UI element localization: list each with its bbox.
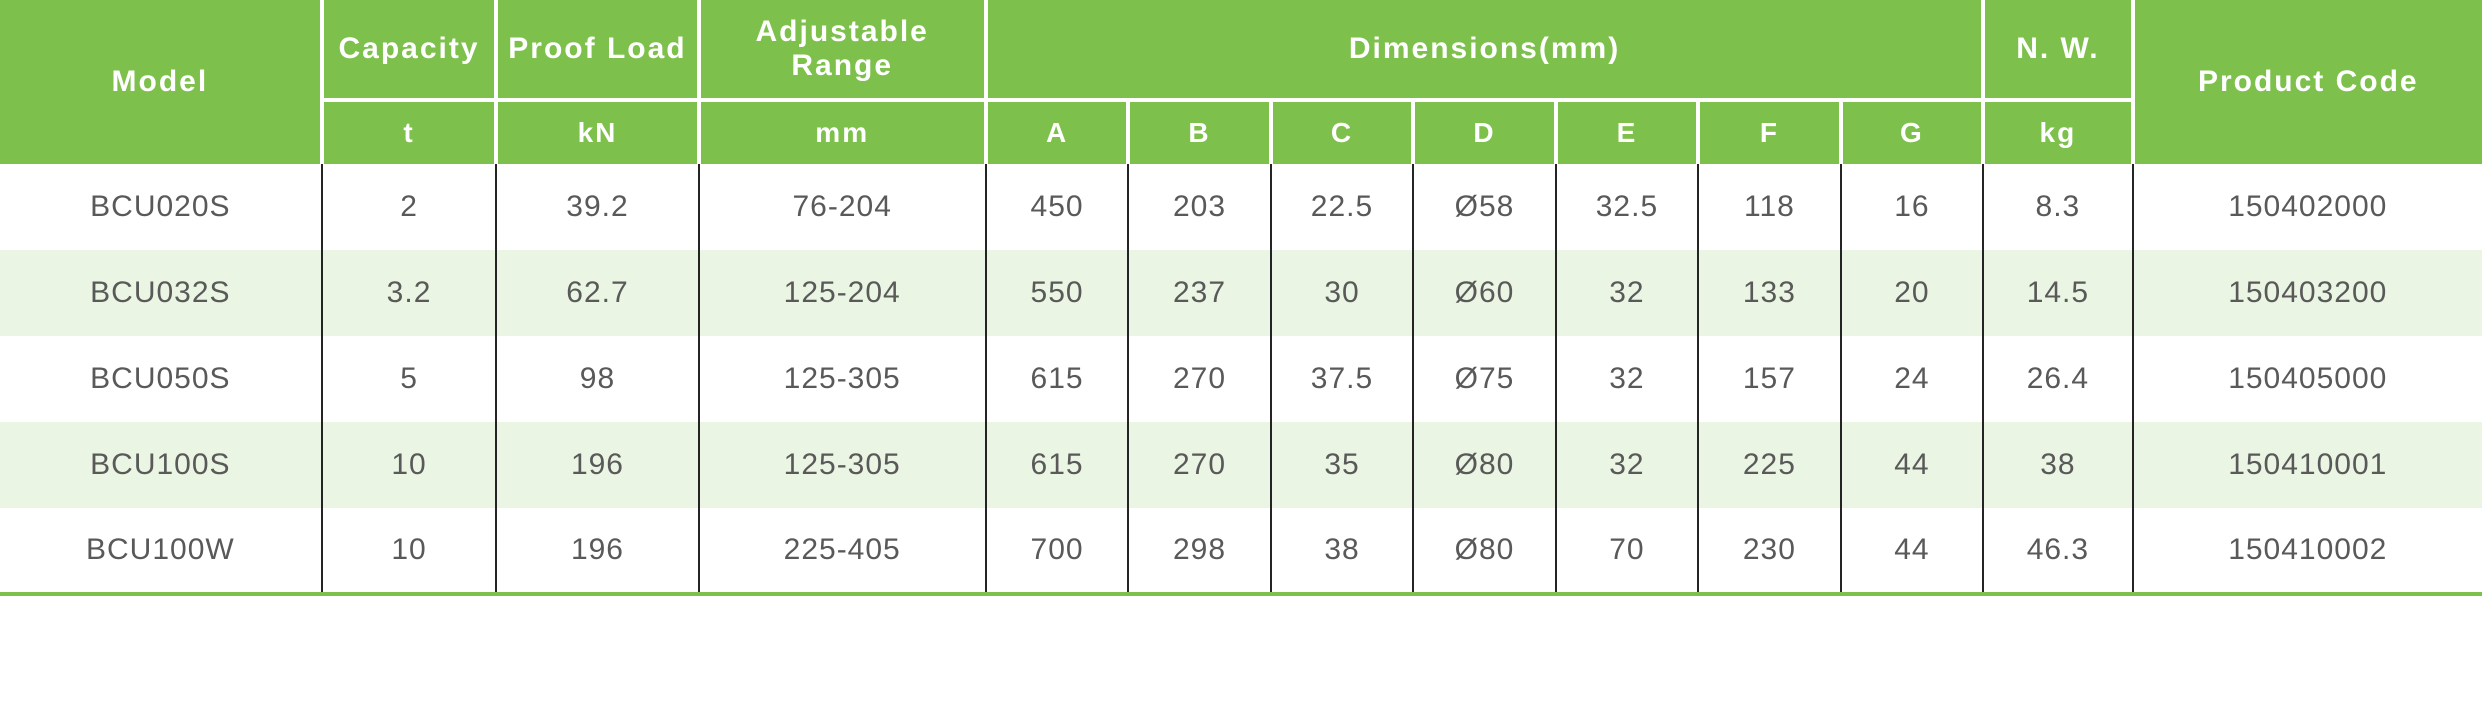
dim-c: C (1271, 100, 1413, 164)
table-row: BCU100S10196125-30561527035Ø803222544381… (0, 422, 2482, 508)
cell-g: 44 (1841, 508, 1984, 594)
cell-a: 615 (986, 422, 1128, 508)
cell-c: 35 (1271, 422, 1413, 508)
cell-e: 32.5 (1556, 164, 1698, 250)
spec-table: Model Capacity Proof Load Adjustable Ran… (0, 0, 2482, 596)
cell-c: 22.5 (1271, 164, 1413, 250)
cell-f: 157 (1698, 336, 1840, 422)
cell-e: 32 (1556, 422, 1698, 508)
col-product-code: Product Code (2133, 0, 2482, 164)
cell-adj: 76-204 (699, 164, 986, 250)
cell-d: Ø75 (1413, 336, 1555, 422)
cell-g: 20 (1841, 250, 1984, 336)
cell-adj: 125-204 (699, 250, 986, 336)
cell-code: 150410001 (2133, 422, 2482, 508)
cell-model: BCU100W (0, 508, 322, 594)
cell-f: 230 (1698, 508, 1840, 594)
table-row: BCU100W10196225-40570029838Ø80702304446.… (0, 508, 2482, 594)
cell-g: 44 (1841, 422, 1984, 508)
cell-code: 150403200 (2133, 250, 2482, 336)
cell-nw: 46.3 (1983, 508, 2132, 594)
cell-f: 225 (1698, 422, 1840, 508)
cell-d: Ø80 (1413, 508, 1555, 594)
cell-b: 237 (1128, 250, 1270, 336)
cell-g: 16 (1841, 164, 1984, 250)
cell-proof_load: 62.7 (496, 250, 698, 336)
col-nw: N. W. (1983, 0, 2132, 100)
cell-a: 615 (986, 336, 1128, 422)
cell-b: 270 (1128, 422, 1270, 508)
cell-capacity: 2 (322, 164, 497, 250)
dim-a: A (986, 100, 1128, 164)
cell-a: 450 (986, 164, 1128, 250)
cell-c: 37.5 (1271, 336, 1413, 422)
cell-nw: 8.3 (1983, 164, 2132, 250)
cell-d: Ø58 (1413, 164, 1555, 250)
cell-adj: 125-305 (699, 422, 986, 508)
col-dimensions: Dimensions(mm) (986, 0, 1983, 100)
cell-capacity: 3.2 (322, 250, 497, 336)
cell-e: 70 (1556, 508, 1698, 594)
cell-nw: 14.5 (1983, 250, 2132, 336)
cell-proof_load: 39.2 (496, 164, 698, 250)
cell-g: 24 (1841, 336, 1984, 422)
cell-c: 30 (1271, 250, 1413, 336)
cell-code: 150410002 (2133, 508, 2482, 594)
cell-proof_load: 196 (496, 422, 698, 508)
unit-capacity: t (322, 100, 497, 164)
cell-nw: 38 (1983, 422, 2132, 508)
unit-nw: kg (1983, 100, 2132, 164)
dim-g: G (1841, 100, 1984, 164)
unit-adj: mm (699, 100, 986, 164)
cell-b: 270 (1128, 336, 1270, 422)
cell-c: 38 (1271, 508, 1413, 594)
dim-d: D (1413, 100, 1555, 164)
cell-b: 298 (1128, 508, 1270, 594)
table-row: BCU032S3.262.7125-20455023730Ø6032133201… (0, 250, 2482, 336)
col-proof-load: Proof Load (496, 0, 698, 100)
cell-f: 118 (1698, 164, 1840, 250)
dim-f: F (1698, 100, 1840, 164)
cell-model: BCU032S (0, 250, 322, 336)
dim-e: E (1556, 100, 1698, 164)
col-adjustable-range: Adjustable Range (699, 0, 986, 100)
cell-a: 700 (986, 508, 1128, 594)
dim-b: B (1128, 100, 1270, 164)
cell-model: BCU020S (0, 164, 322, 250)
cell-capacity: 10 (322, 422, 497, 508)
cell-f: 133 (1698, 250, 1840, 336)
cell-capacity: 10 (322, 508, 497, 594)
cell-code: 150402000 (2133, 164, 2482, 250)
table-header: Model Capacity Proof Load Adjustable Ran… (0, 0, 2482, 164)
cell-code: 150405000 (2133, 336, 2482, 422)
table-row: BCU020S239.276-20445020322.5Ø5832.511816… (0, 164, 2482, 250)
cell-d: Ø80 (1413, 422, 1555, 508)
cell-model: BCU100S (0, 422, 322, 508)
table-row: BCU050S598125-30561527037.5Ø75321572426.… (0, 336, 2482, 422)
unit-proof-load: kN (496, 100, 698, 164)
cell-a: 550 (986, 250, 1128, 336)
col-capacity: Capacity (322, 0, 497, 100)
cell-capacity: 5 (322, 336, 497, 422)
cell-adj: 125-305 (699, 336, 986, 422)
cell-e: 32 (1556, 250, 1698, 336)
cell-b: 203 (1128, 164, 1270, 250)
cell-model: BCU050S (0, 336, 322, 422)
cell-d: Ø60 (1413, 250, 1555, 336)
cell-proof_load: 98 (496, 336, 698, 422)
cell-adj: 225-405 (699, 508, 986, 594)
table-body: BCU020S239.276-20445020322.5Ø5832.511816… (0, 164, 2482, 594)
cell-e: 32 (1556, 336, 1698, 422)
col-model: Model (0, 0, 322, 164)
cell-nw: 26.4 (1983, 336, 2132, 422)
cell-proof_load: 196 (496, 508, 698, 594)
